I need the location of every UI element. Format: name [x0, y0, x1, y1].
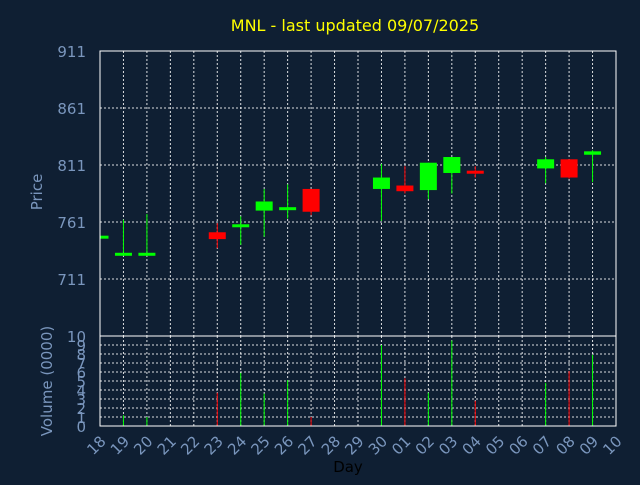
volume-tick-label: 6: [76, 364, 86, 382]
x-tick-label: 03: [435, 432, 461, 458]
candle-body: [100, 235, 109, 239]
price-panel-frame: [99, 50, 617, 337]
volume-tick-label: 1: [76, 409, 86, 427]
x-tick-label: 02: [412, 432, 438, 458]
candle-body: [419, 162, 437, 191]
volume-tick-label: 8: [76, 346, 86, 364]
x-tick-label: 06: [506, 432, 532, 458]
x-tick-label: 04: [459, 432, 485, 458]
candle-body: [279, 207, 297, 211]
frame-layer: [99, 50, 617, 427]
volume-panel-frame: [99, 335, 617, 427]
x-tick-label: 21: [154, 432, 180, 458]
volume-tick-label: 9: [76, 337, 86, 355]
x-tick-label: 27: [294, 432, 320, 458]
x-tick-label: 30: [365, 432, 391, 458]
candle-body: [114, 252, 132, 256]
x-tick-label: 05: [482, 432, 508, 458]
x-tick-label: 18: [83, 432, 109, 458]
candle-body: [208, 232, 226, 240]
volume-tick-label: 2: [76, 400, 86, 418]
price-tick-label: 761: [57, 214, 86, 232]
x-tick-label: 10: [599, 432, 625, 458]
candle-body: [466, 170, 484, 174]
x-tick-label: 22: [177, 432, 203, 458]
x-tick-label: 26: [271, 432, 297, 458]
candle-body: [537, 159, 555, 169]
candle-body: [443, 157, 461, 173]
candle-body: [255, 201, 273, 211]
price-axis-label: Price: [28, 174, 46, 211]
x-tick-label: 09: [576, 432, 602, 458]
candle-body: [584, 151, 602, 155]
candle-body: [396, 185, 414, 192]
price-tick-label: 861: [57, 100, 86, 118]
x-tick-label: 25: [248, 432, 274, 458]
x-tick-label: 28: [318, 432, 344, 458]
x-tick-label: 07: [529, 432, 555, 458]
price-tick-label: 711: [57, 271, 86, 289]
price-tick-label: 811: [57, 157, 86, 175]
x-tick-label: 19: [107, 432, 133, 458]
candle-body: [372, 177, 390, 189]
x-tick-label: 23: [201, 432, 227, 458]
volume-tick-label: 3: [76, 391, 86, 409]
volume-tick-label: 7: [76, 355, 86, 373]
candle-body: [560, 159, 578, 178]
candle-body: [138, 252, 156, 256]
x-tick-label: 01: [388, 432, 414, 458]
candle-body: [232, 224, 250, 228]
marks-layer: [100, 150, 602, 426]
volume-tick-label: 5: [76, 373, 86, 391]
price-tick-label: 911: [57, 43, 86, 61]
volume-tick-label: 0: [76, 418, 86, 436]
volume-axis-label: Volume (0000): [38, 326, 56, 436]
candle-body: [302, 188, 320, 212]
x-tick-label: 08: [552, 432, 578, 458]
x-tick-label: 29: [341, 432, 367, 458]
x-axis-label: Day: [333, 458, 363, 476]
chart-title: MNL - last updated 09/07/2025: [231, 16, 479, 35]
x-tick-label: 24: [224, 432, 250, 458]
volume-tick-label: 10: [67, 328, 86, 346]
tick-labels: 7117618118619110123456789101819202122232…: [57, 43, 625, 459]
grid-layer: [100, 51, 616, 426]
volume-tick-label: 4: [76, 382, 86, 400]
x-tick-label: 20: [130, 432, 156, 458]
